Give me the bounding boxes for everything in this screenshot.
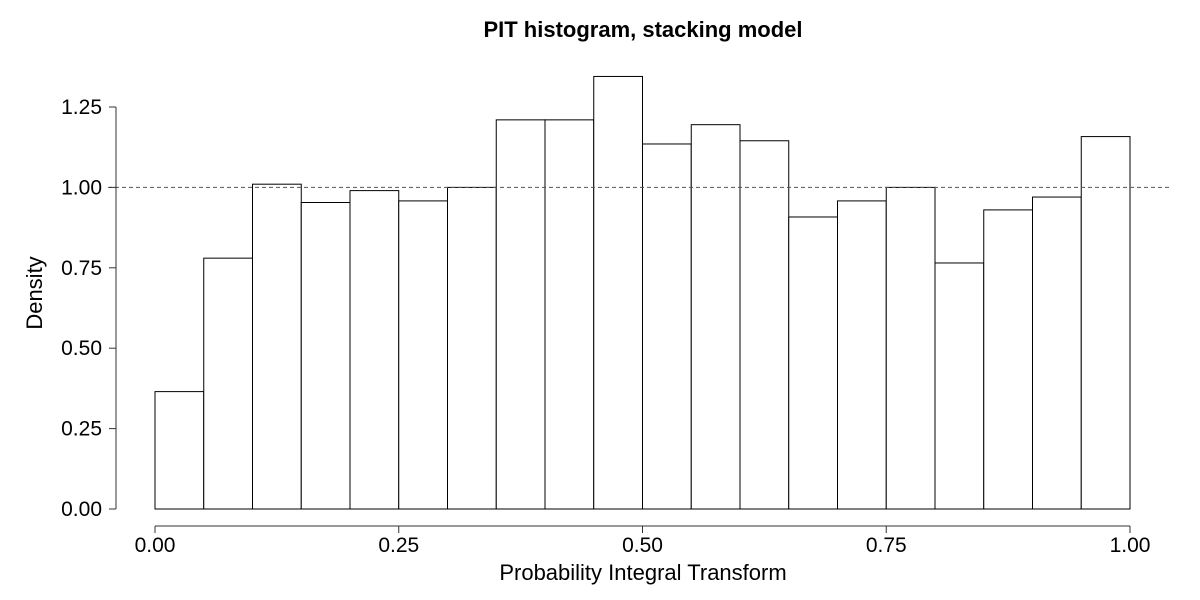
x-tick-label: 0.50 <box>622 534 663 557</box>
x-tick-label: 1.00 <box>1110 534 1151 557</box>
y-tick-label: 0.25 <box>61 418 102 441</box>
histogram-bar <box>1032 196 1082 510</box>
x-tick-label: 0.25 <box>378 534 419 557</box>
x-tick-label: 0.75 <box>866 534 907 557</box>
histogram-bar <box>788 216 838 510</box>
y-axis-label: Density <box>22 256 47 329</box>
x-axis-label: Probability Integral Transform <box>499 560 786 585</box>
histogram-bar <box>642 143 692 510</box>
x-tick-label: 0.00 <box>135 534 176 557</box>
y-tick-label: 0.50 <box>61 337 102 360</box>
histogram-bar <box>885 186 936 510</box>
histogram-bar <box>690 124 741 510</box>
histogram-bar <box>934 262 985 510</box>
histogram-bar <box>252 183 302 510</box>
x-axis: 0.00 0.25 0.50 0.75 1.00 <box>135 525 1151 557</box>
histogram-bar <box>203 257 253 510</box>
bars-group <box>154 75 1131 510</box>
histogram-bar <box>544 119 595 510</box>
chart-title: PIT histogram, stacking model <box>483 17 802 42</box>
histogram-bar <box>1080 136 1131 510</box>
y-tick-label: 0.00 <box>61 498 102 521</box>
y-axis: 0.00 0.25 0.50 0.75 1.00 1.25 <box>61 96 117 521</box>
histogram-bar <box>983 209 1033 510</box>
histogram-bar <box>398 200 448 510</box>
histogram-bar <box>739 140 790 510</box>
y-tick-label: 1.25 <box>61 96 102 119</box>
histogram-bar <box>837 200 887 510</box>
histogram-bar <box>593 75 643 510</box>
histogram-bar <box>349 190 400 510</box>
histogram-bar <box>154 391 205 510</box>
histogram-bar <box>300 202 351 510</box>
y-tick-label: 1.00 <box>61 176 102 199</box>
y-tick-label: 0.75 <box>61 257 102 280</box>
histogram-bar <box>495 119 546 510</box>
histogram-bar <box>447 186 497 510</box>
